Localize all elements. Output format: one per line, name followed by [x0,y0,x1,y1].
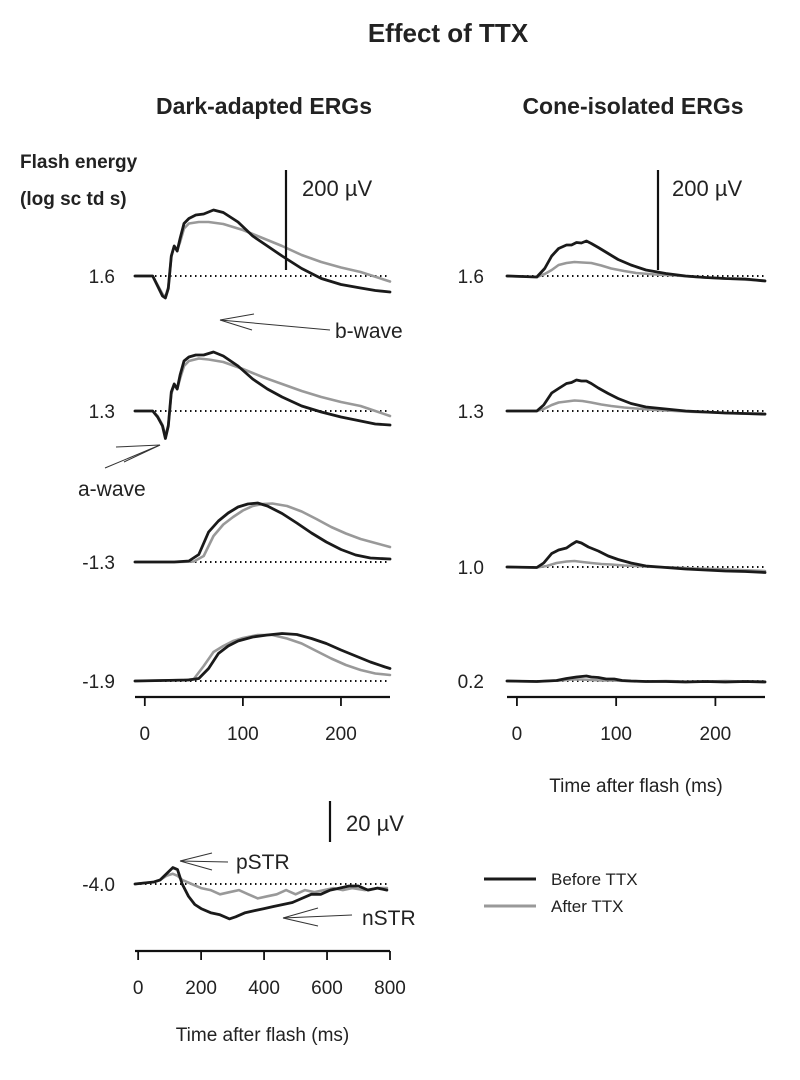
str-x-tick-label-600: 600 [311,978,343,999]
b-wave-arrow-line [219,319,331,331]
nstr-label: nSTR [362,907,416,930]
cone-x-tick-label-200: 200 [700,724,732,745]
legend-before-label: Before TTX [551,870,638,889]
nstr-arrow-head-2 [282,917,319,927]
dark-trace-after-level-minus-1-9 [133,633,392,683]
cone-level-1-3-label: 1.3 [458,402,484,423]
str-panel: -4.0 0 200 400 600 800 Time after flash (ms) 20… [82,801,406,1046]
figure-title: Effect of TTX [368,18,529,48]
str-scale-bar-label: 20 µV [346,811,404,836]
pstr-label: pSTR [236,851,290,874]
dark-x-tick-label-200: 200 [325,724,357,745]
dark-trace-before-level-minus-1-9 [133,632,392,683]
b-wave-arrow-head-2 [219,319,253,331]
str-x-tick-label-0: 0 [133,978,144,999]
cone-x-tick-label-0: 0 [512,724,523,745]
cone-level-1-6-label: 1.6 [458,267,484,288]
dark-adapted-panel: 1.6 1.3 -1.3 -1.9 0 100 200 200 µV [82,170,392,745]
dark-level-minus-1-3-label: -1.3 [82,553,115,574]
pstr-arrow-line [179,860,229,863]
b-wave-arrow-head-1 [219,313,255,321]
a-wave-label: a-wave [78,478,146,501]
str-trace-before-level-minus-4-0 [133,866,389,921]
dark-trace-before-level-1-6 [133,208,392,300]
cone-trace-before-level-1-0 [505,540,767,574]
dark-level-minus-1-9-label: -1.9 [82,672,115,693]
str-x-tick-label-200: 200 [185,978,217,999]
dark-x-tick-label-0: 0 [140,724,151,745]
flash-energy-units: (log sc td s) [20,189,127,210]
cone-scale-bar-label: 200 µV [672,176,742,201]
dark-level-1-6-label: 1.6 [89,267,115,288]
cone-trace-before-level-0-2 [505,674,767,684]
flash-energy-heading: Flash energy [20,152,138,173]
a-wave-arrow-head-1 [115,444,161,448]
dark-scale-bar-label: 200 µV [302,176,372,201]
nstr-arrow-head-1 [282,907,319,919]
dark-x-tick-label-100: 100 [227,724,259,745]
cone-level-1-0-label: 1.0 [458,558,484,579]
cone-trace-before-level-1-3 [505,378,767,416]
dark-panel-title: Dark-adapted ERGs [156,93,372,119]
str-x-tick-label-800: 800 [374,978,406,999]
pstr-arrow-head-1 [179,852,213,862]
dark-trace-after-level-1-3 [133,357,392,438]
b-wave-label: b-wave [335,320,403,343]
str-x-axis-label: Time after flash (ms) [176,1025,350,1046]
dark-trace-before-level-minus-1-3 [133,501,392,564]
cone-trace-before-level-1-6 [505,239,767,283]
cone-x-tick-label-100: 100 [600,724,632,745]
str-x-tick-label-400: 400 [248,978,280,999]
dark-level-1-3-label: 1.3 [89,402,115,423]
a-wave-arrow-head-2 [123,444,161,463]
nstr-arrow-line [282,914,353,919]
dark-trace-before-level-1-3 [133,350,392,440]
cone-isolated-panel: 1.6 1.3 1.0 0.2 0 100 200 Time after flash (ms)… [458,170,767,797]
str-level-minus-4-0-label: -4.0 [82,875,115,896]
cone-x-axis-label: Time after flash (ms) [549,776,723,797]
legend-after-label: After TTX [551,897,623,916]
cone-level-0-2-label: 0.2 [458,672,484,693]
pstr-arrow-head-2 [179,860,213,871]
cone-panel-title: Cone-isolated ERGs [522,93,743,119]
